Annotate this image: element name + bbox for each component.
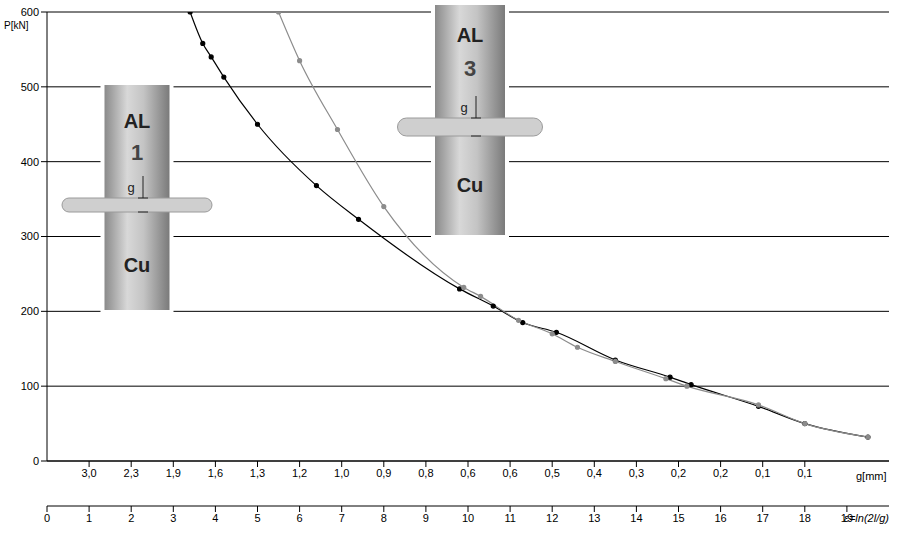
svg-text:0,3: 0,3	[629, 467, 644, 479]
html-text:P[kN]: P[kN]	[4, 20, 29, 31]
svg-text:8: 8	[381, 512, 387, 524]
svg-text:3: 3	[464, 56, 476, 81]
svg-text:2: 2	[128, 512, 134, 524]
svg-text:7: 7	[339, 512, 345, 524]
svg-text:0,8: 0,8	[418, 467, 433, 479]
svg-text:1: 1	[86, 512, 92, 524]
svg-text:0: 0	[44, 512, 50, 524]
svg-text:0,6: 0,6	[460, 467, 475, 479]
svg-text:400: 400	[21, 156, 39, 168]
svg-text:1: 1	[131, 140, 143, 165]
svg-text:0,4: 0,4	[587, 467, 602, 479]
svg-text:1,6: 1,6	[208, 467, 223, 479]
svg-text:300: 300	[21, 230, 39, 242]
svg-text:18: 18	[799, 512, 811, 524]
svg-text:14: 14	[630, 512, 642, 524]
svg-text:0,9: 0,9	[376, 467, 391, 479]
svg-text:1,0: 1,0	[334, 467, 349, 479]
svg-text:3: 3	[170, 512, 176, 524]
svg-text:11: 11	[504, 512, 515, 524]
svg-text:15: 15	[672, 512, 684, 524]
svg-text:9: 9	[423, 512, 429, 524]
svg-text:0,1: 0,1	[797, 467, 812, 479]
svg-text:6: 6	[297, 512, 303, 524]
svg-text:1,3: 1,3	[250, 467, 265, 479]
svg-text:Cu: Cu	[124, 254, 151, 276]
svg-text:AL: AL	[124, 110, 151, 132]
svg-text:600: 600	[21, 6, 39, 18]
svg-text:1,2: 1,2	[292, 467, 307, 479]
svg-text:AL: AL	[457, 24, 484, 46]
svg-text:12: 12	[546, 512, 558, 524]
svg-text:500: 500	[21, 81, 39, 93]
svg-text:Cu: Cu	[457, 174, 484, 196]
svg-text:1,9: 1,9	[166, 467, 181, 479]
svg-text:5: 5	[254, 512, 260, 524]
svg-text:2,3: 2,3	[124, 467, 139, 479]
svg-text:0,6: 0,6	[502, 467, 517, 479]
svg-text:3,0: 3,0	[81, 467, 96, 479]
svg-text:100: 100	[21, 380, 39, 392]
svg-text:200: 200	[21, 305, 39, 317]
svg-text:10: 10	[462, 512, 474, 524]
svg-text:g: g	[127, 180, 134, 195]
svg-text:4: 4	[212, 512, 218, 524]
svg-text:0: 0	[33, 455, 39, 467]
svg-text:13: 13	[588, 512, 600, 524]
svg-text:g: g	[460, 100, 467, 115]
html-text:g[mm]: g[mm]	[856, 470, 887, 482]
svg-text:17: 17	[757, 512, 769, 524]
svg-text:0,2: 0,2	[671, 467, 686, 479]
html-text:ε=ln(2l/g): ε=ln(2l/g)	[844, 512, 889, 524]
svg-text:16: 16	[714, 512, 726, 524]
svg-text:0,5: 0,5	[545, 467, 560, 479]
svg-text:0,1: 0,1	[755, 467, 770, 479]
svg-text:0,2: 0,2	[713, 467, 728, 479]
